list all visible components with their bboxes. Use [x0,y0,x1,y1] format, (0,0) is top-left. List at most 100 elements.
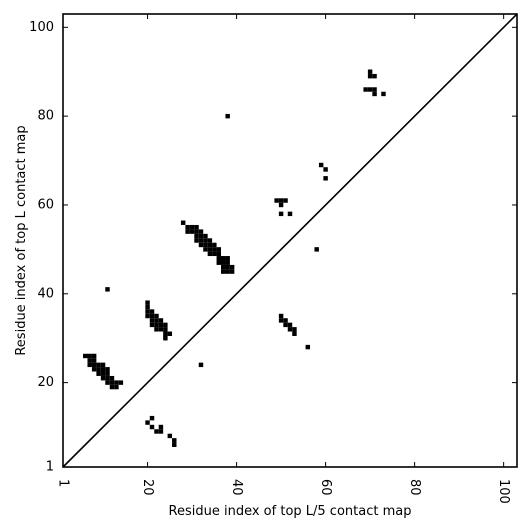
contact-point [198,233,204,239]
contact-point [100,375,106,381]
contact-point [229,264,235,270]
contact-point [189,229,195,234]
x-tick-label: 60 [318,479,333,496]
contact-point [221,269,226,274]
contact-point [367,69,373,74]
contact-point [198,242,204,248]
y-tick-label: 60 [37,197,54,212]
contact-point [363,87,368,92]
y-tick-label: 100 [29,20,54,35]
contact-point [100,371,106,376]
contact-point [172,438,177,443]
contact-point [154,313,159,319]
contact-point [225,269,230,274]
y-tick-label: 20 [37,375,54,390]
contact-point [91,367,97,372]
contact-point [145,313,150,319]
contact-point [96,367,101,372]
contact-point [105,375,110,381]
contact-point [216,251,222,257]
contact-point [287,327,293,332]
contact-point [87,362,92,368]
contact-point [283,322,288,328]
contact-point [91,362,97,368]
contact-point [163,327,168,332]
contact-point [287,211,293,217]
contact-point [154,322,159,328]
contact-point [87,358,92,363]
contact-point [172,442,177,448]
contact-point [278,318,284,323]
contact-point [149,322,155,328]
contact-point [198,362,204,368]
contact-point [167,331,173,336]
contact-point [83,353,88,359]
contact-point [367,73,373,79]
contact-point [372,87,377,92]
contact-point [323,167,328,172]
contact-point [105,371,110,376]
contact-point [163,335,168,341]
contact-point [216,256,222,261]
contact-point [318,162,324,168]
contact-point [221,260,226,265]
contact-point [283,318,288,323]
contact-point [203,242,208,248]
contact-point [225,256,230,261]
contact-point [207,251,213,257]
contact-point [198,229,204,234]
x-tick-label: 80 [407,479,422,496]
contact-point [163,322,168,328]
contact-point [145,300,150,305]
contact-point [118,380,124,385]
contact-point [149,309,155,314]
contact-point [149,415,155,421]
contact-point [216,247,222,252]
contact-point [194,229,199,234]
contact-point [221,264,226,270]
contact-point [203,238,208,243]
contact-point [149,318,155,323]
data-points [83,69,386,448]
contact-point [167,433,173,439]
diagonal-line [62,13,518,468]
y-tick-label: 1 [46,460,54,475]
contact-point [194,233,199,239]
x-tick-label: 100 [496,479,511,504]
contact-point [145,420,150,425]
contact-point [158,429,164,434]
contact-point [278,198,284,203]
contact-point [109,375,115,381]
contact-point [158,424,164,430]
contact-point [154,327,159,332]
contact-point [229,269,235,274]
x-tick-label: 20 [140,479,155,496]
contact-point [180,220,186,225]
contact-point [292,331,297,336]
contact-point [163,331,168,336]
contact-point [212,247,217,252]
contact-point [154,318,159,323]
contact-point [154,429,159,434]
plot-frame [62,13,518,468]
contact-point [189,224,195,230]
contact-point [216,260,222,265]
contact-point [109,380,115,385]
contact-point [278,211,284,217]
contact-point [314,247,319,252]
contact-point [194,238,199,243]
contact-point [105,287,110,292]
contact-point [145,304,150,310]
contact-point [278,313,284,319]
contact-point [96,362,101,368]
contact-point [145,309,150,314]
contact-point [194,224,199,230]
contact-point [278,202,284,208]
contact-point [185,229,190,234]
contact-point [283,198,288,203]
contact-point [212,242,217,248]
x-axis-label: Residue index of top L/5 contact map [169,504,412,519]
y-tick-label: 80 [37,109,54,124]
contact-point [100,362,106,368]
